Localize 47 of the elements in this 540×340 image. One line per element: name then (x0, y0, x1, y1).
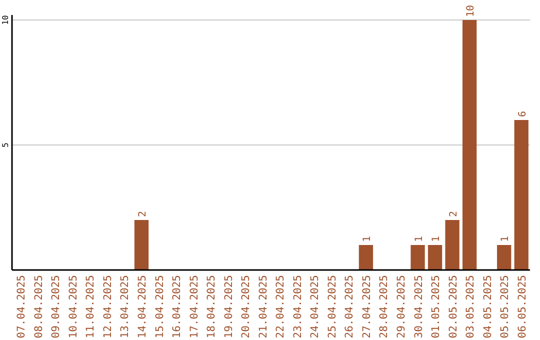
bar (134, 220, 149, 270)
x-tick-label: 06.05.2025 (516, 275, 528, 338)
x-tick-label: 04.05.2025 (482, 275, 494, 338)
bar (428, 245, 442, 270)
data-label: 1 (414, 236, 425, 242)
x-tick-label: 23.04.2025 (292, 275, 304, 338)
x-tick-label: 22.04.2025 (274, 275, 287, 338)
data-label: 2 (138, 210, 148, 217)
x-tick-label: 09.04.2025 (50, 275, 62, 338)
x-tick-label: 20.04.2025 (240, 275, 252, 338)
x-tick-label: 13.04.2025 (119, 275, 132, 338)
x-tick-label: 01.05.2025 (430, 275, 442, 338)
bar (358, 245, 374, 270)
x-tick-label: 21.04.2025 (257, 275, 270, 338)
x-tick-label: 08.04.2025 (32, 275, 45, 338)
x-tick-label: 30.04.2025 (412, 275, 425, 338)
x-tick-label: 19.04.2025 (222, 275, 235, 338)
bar (410, 245, 425, 270)
data-label: 6 (517, 110, 528, 117)
y-tick-label: 5 (1, 142, 10, 148)
bar (462, 20, 477, 270)
x-tick-label: 26.04.2025 (344, 275, 356, 338)
x-tick-label: 05.05.2025 (499, 275, 512, 338)
bar (497, 245, 512, 270)
data-label: 10 (466, 4, 477, 17)
x-tick-label: 15.04.2025 (154, 275, 166, 338)
x-tick-label: 10.04.2025 (67, 275, 80, 338)
data-label: 1 (362, 236, 373, 242)
data-label: 2 (448, 210, 460, 217)
x-tick-label: 25.04.2025 (326, 275, 338, 338)
x-tick-label: 14.04.2025 (136, 275, 148, 338)
x-tick-label: 24.04.2025 (309, 275, 322, 338)
bar (514, 120, 528, 270)
x-tick-label: 28.04.2025 (378, 275, 390, 338)
x-tick-label: 29.04.2025 (396, 275, 408, 338)
x-tick-label: 17.04.2025 (188, 275, 200, 338)
x-tick-label: 27.04.2025 (360, 275, 373, 338)
x-tick-label: 02.05.2025 (447, 275, 460, 338)
x-tick-label: 18.04.2025 (206, 275, 218, 338)
bar (445, 220, 460, 270)
data-label: 1 (500, 236, 512, 242)
x-tick-label: 07.04.2025 (16, 275, 28, 338)
x-tick-label: 16.04.2025 (171, 275, 184, 338)
data-label: 1 (431, 236, 442, 242)
x-tick-label: 12.04.2025 (102, 275, 114, 338)
x-tick-label: 11.04.2025 (84, 275, 97, 338)
x-tick-label: 03.05.2025 (464, 275, 477, 338)
